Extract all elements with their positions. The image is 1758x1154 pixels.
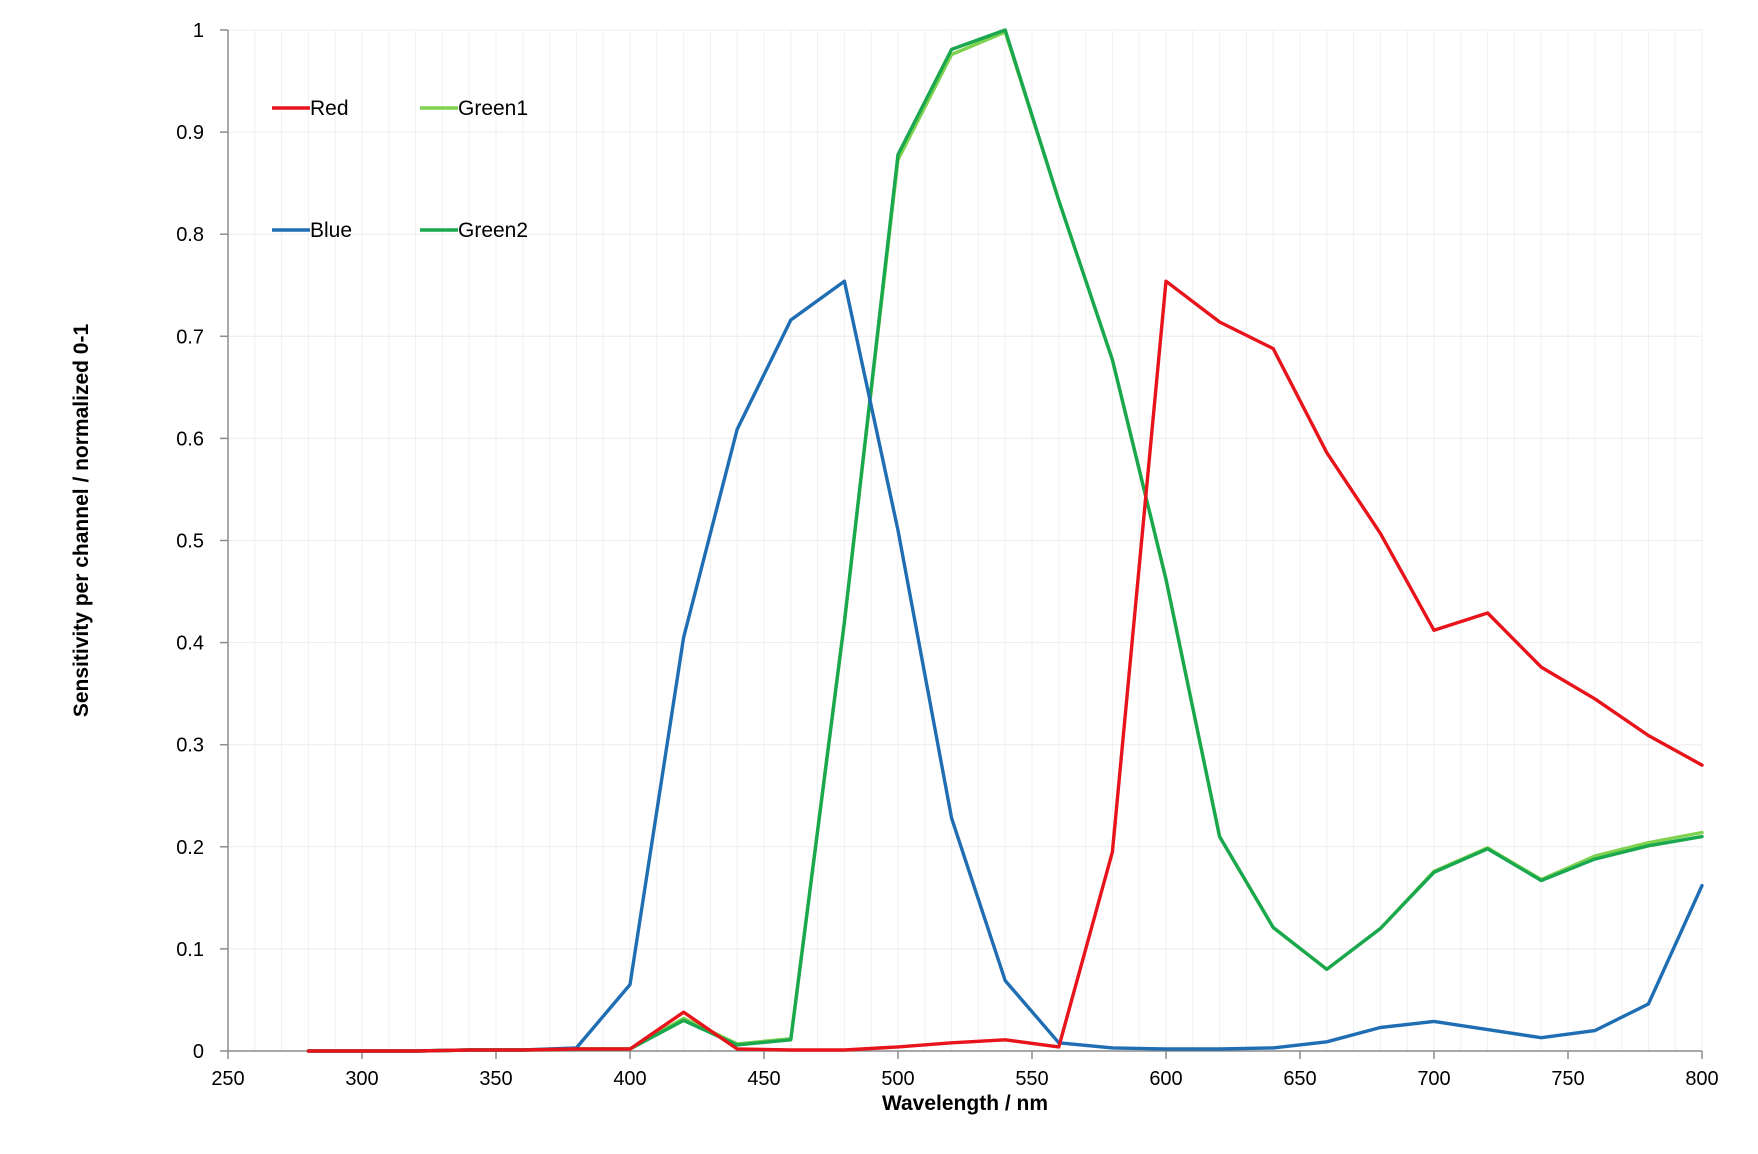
- x-tick-label: 550: [1015, 1068, 1048, 1090]
- x-tick-label: 450: [747, 1068, 780, 1090]
- x-tick-label: 800: [1685, 1068, 1718, 1090]
- x-tick-label: 700: [1417, 1068, 1450, 1090]
- y-tick-label: 0.1: [176, 939, 204, 961]
- y-axis-ticks: 0 0.1 0.2 0.3 0.4 0.5 0.6 0.7 0.8 0.9 1: [176, 20, 228, 1063]
- series-line-red: [306, 279, 1704, 1053]
- x-tick-label: 400: [613, 1068, 646, 1090]
- legend-label-red: Red: [310, 97, 349, 120]
- y-tick-label: 0: [193, 1041, 204, 1063]
- y-tick-label: 0.5: [176, 531, 204, 553]
- y-tick-label: 0.3: [176, 735, 204, 757]
- y-tick-label: 1: [193, 20, 204, 42]
- y-tick-label: 0.2: [176, 837, 204, 859]
- x-tick-label: 250: [211, 1068, 244, 1090]
- legend-label-green2: Green2: [458, 219, 528, 242]
- legend-label-blue: Blue: [310, 219, 352, 242]
- x-tick-label: 600: [1149, 1068, 1182, 1090]
- y-tick-label: 0.8: [176, 224, 204, 246]
- grid: [228, 29, 1703, 1051]
- legend: Red Green1 Blue Green2: [272, 97, 528, 242]
- x-tick-label: 500: [881, 1068, 914, 1090]
- y-axis-title: Sensitivity per channel / normalized 0-1: [70, 324, 93, 718]
- y-tick-label: 0.9: [176, 122, 204, 144]
- series-lines: [306, 28, 1704, 1053]
- x-tick-label: 300: [345, 1068, 378, 1090]
- x-tick-label: 350: [479, 1068, 512, 1090]
- y-tick-label: 0.6: [176, 428, 204, 450]
- x-tick-label: 750: [1551, 1068, 1584, 1090]
- x-axis-title: Wavelength / nm: [882, 1092, 1048, 1115]
- y-tick-label: 0.4: [176, 633, 204, 655]
- x-tick-label: 650: [1283, 1068, 1316, 1090]
- legend-label-green1: Green1: [458, 97, 528, 120]
- y-tick-label: 0.7: [176, 326, 204, 348]
- x-axis-ticks: 250 300 350 400 450 500 550 600 650 700 750 800: [211, 1051, 1719, 1090]
